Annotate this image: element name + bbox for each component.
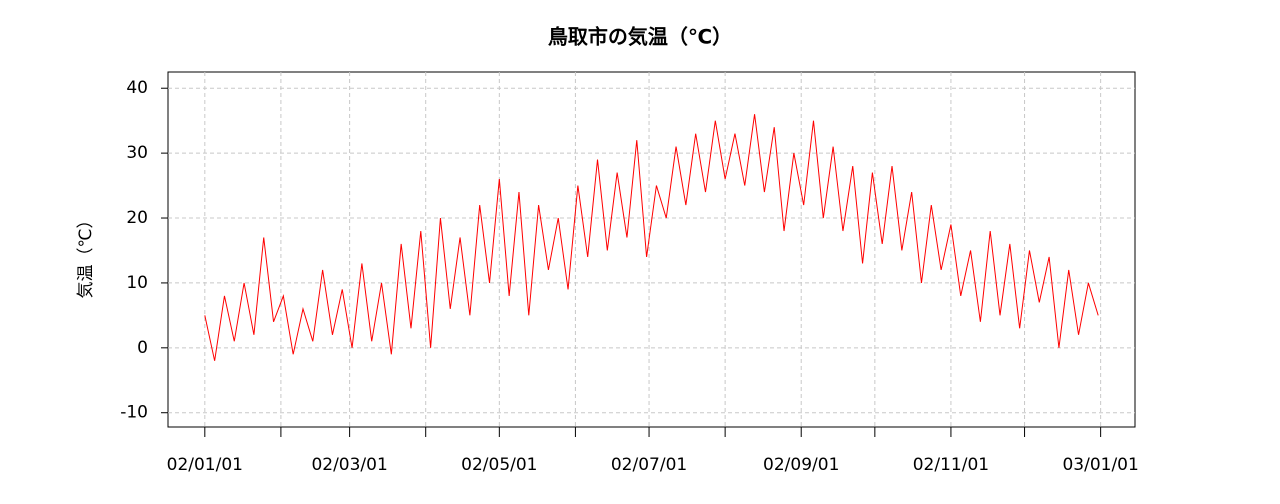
temperature-line xyxy=(204,114,1099,361)
plot-frame xyxy=(167,71,1136,428)
x-tick-label: 02/01/01 xyxy=(167,455,243,475)
y-tick-label: -10 xyxy=(120,403,148,423)
x-tick-label: 03/01/01 xyxy=(1062,455,1138,475)
y-tick-label: 30 xyxy=(126,143,148,163)
chart-title: 鳥取市の気温（℃） xyxy=(548,25,732,49)
y-tick-label: 40 xyxy=(126,78,148,98)
y-axis-label: 気温（℃） xyxy=(76,211,96,298)
x-tick-label: 02/09/01 xyxy=(763,455,839,475)
x-tick-label: 02/11/01 xyxy=(913,455,989,475)
x-tick-label: 02/07/01 xyxy=(611,455,687,475)
x-tick-label: 02/05/01 xyxy=(461,455,537,475)
y-tick-label: 20 xyxy=(126,208,148,228)
y-tick-label: 0 xyxy=(137,338,148,358)
x-tick-label: 02/03/01 xyxy=(311,455,387,475)
y-tick-label: 10 xyxy=(126,273,148,293)
